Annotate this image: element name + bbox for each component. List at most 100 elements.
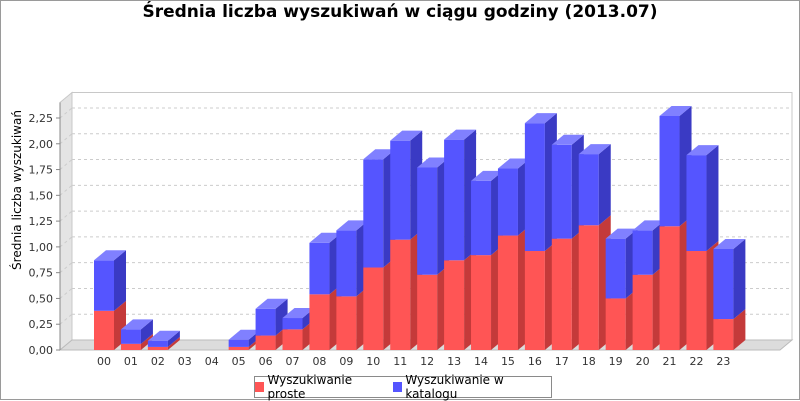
bar-catalog-20-top — [632, 220, 665, 231]
x-tick-label: 13 — [447, 355, 461, 368]
bar-catalog-16-front — [524, 123, 545, 252]
x-tick-label: 14 — [474, 355, 488, 368]
x-tick-label: 02 — [151, 355, 165, 368]
x-tick-label: 17 — [555, 355, 569, 368]
x-tick-label: 19 — [609, 355, 623, 368]
bar-catalog-00-front — [94, 260, 114, 311]
bar-catalog-15-top — [497, 158, 530, 169]
bar-catalog-01-top — [120, 319, 153, 330]
legend-item-catalog: Wyszukiwanie w katalogu — [392, 373, 551, 401]
bar-catalog-14-top — [471, 170, 504, 181]
grid-line-left — [59, 313, 73, 325]
bar-simple-02-side — [167, 336, 180, 350]
bar-catalog-17-top — [551, 134, 584, 145]
bar-simple-11-front — [390, 239, 411, 350]
bar-simple-01-front — [120, 343, 141, 350]
bar-catalog-19-top — [605, 228, 638, 239]
legend-swatch-simple — [255, 382, 265, 392]
bar-catalog-00-side — [114, 250, 126, 311]
grid-line-left — [59, 107, 73, 119]
x-tick-label: 03 — [178, 355, 192, 368]
bar-simple-05-front — [228, 346, 249, 350]
grid-line-left — [59, 133, 73, 145]
bar-catalog-08-top — [309, 232, 342, 243]
bar-simple-07-front — [282, 329, 303, 350]
bar-catalog-18-top — [578, 144, 611, 155]
x-tick-label: 22 — [689, 355, 703, 368]
bar-simple-18-front — [578, 225, 599, 350]
plot-left-wall — [59, 91, 73, 352]
bar-catalog-23-top — [713, 238, 746, 249]
bar-simple-23-side — [733, 309, 746, 350]
bar-catalog-18-front — [578, 154, 599, 226]
bar-catalog-02-front — [147, 340, 168, 347]
x-tick-label: 04 — [205, 355, 219, 368]
x-tick-label: 10 — [366, 355, 380, 368]
bar-catalog-13-front — [444, 139, 465, 261]
x-tick-label: 01 — [124, 355, 138, 368]
bar-simple-19-front — [605, 298, 626, 350]
bar-catalog-22-top — [686, 145, 719, 156]
y-tick-label: 1,25 — [29, 215, 54, 228]
y-tick-label: 2,25 — [29, 112, 54, 125]
bar-catalog-12-top — [417, 157, 450, 168]
y-tick-label: 2,00 — [29, 138, 54, 151]
x-tick-label: 12 — [420, 355, 434, 368]
bar-simple-13-front — [444, 260, 465, 350]
bar-catalog-02-side — [167, 330, 180, 347]
grid-line-left — [59, 262, 73, 274]
bar-catalog-11-front — [390, 140, 411, 240]
bar-simple-02-front — [147, 346, 168, 350]
bar-catalog-22-side — [706, 145, 719, 252]
bar-simple-00-front — [94, 310, 114, 350]
bar-catalog-08-front — [309, 242, 330, 295]
bar-catalog-23-side — [733, 238, 746, 320]
legend-swatch-catalog — [392, 382, 403, 392]
bar-catalog-10-front — [363, 159, 384, 268]
y-tick-label: 0,50 — [29, 292, 54, 305]
bar-simple-10-front — [363, 267, 384, 350]
bar-catalog-07-front — [282, 318, 303, 330]
bar-catalog-02-top — [147, 330, 180, 341]
legend: Wyszukiwanie proste Wyszukiwanie w katal… — [254, 373, 552, 401]
grid-line-left — [59, 210, 73, 222]
bar-simple-09-front — [336, 296, 357, 350]
x-tick-label: 11 — [393, 355, 407, 368]
bar-catalog-19-front — [605, 238, 626, 299]
bar-catalog-21-front — [659, 115, 680, 227]
bars — [94, 105, 746, 350]
bar-catalog-10-top — [363, 149, 396, 160]
x-tick-label: 06 — [259, 355, 273, 368]
chart-title: Średnia liczba wyszukiwań w ciągu godzin… — [142, 2, 658, 22]
bar-catalog-13-top — [444, 129, 477, 140]
bar-catalog-05-front — [228, 339, 249, 347]
bar-catalog-20-front — [632, 230, 653, 275]
bar-catalog-01-side — [140, 319, 153, 344]
x-tick-label: 16 — [528, 355, 542, 368]
bar-simple-21-front — [659, 226, 680, 350]
legend-item-simple: Wyszukiwanie proste — [255, 373, 387, 401]
bar-catalog-07-top — [282, 308, 315, 319]
bar-simple-20-front — [632, 274, 653, 350]
bar-catalog-22-front — [686, 155, 707, 252]
x-tick-label: 09 — [339, 355, 353, 368]
bar-simple-23-front — [713, 319, 734, 350]
bar-simple-15-front — [497, 235, 518, 350]
x-tick-label: 20 — [636, 355, 650, 368]
x-tick-label: 18 — [582, 355, 596, 368]
bar-catalog-17-front — [551, 144, 572, 239]
x-tick-label: 00 — [97, 355, 111, 368]
x-tick-label: 05 — [232, 355, 246, 368]
bar-catalog-09-top — [336, 220, 369, 231]
bar-catalog-18-side — [598, 144, 611, 226]
y-tick-label: 0,25 — [29, 318, 54, 331]
y-axis: 0,00 0,25 0,50 0,75 1,00 1,25 1,50 1,75 2,00 2,25 — [29, 102, 61, 357]
x-tick-label: 15 — [501, 355, 515, 368]
y-tick-label: 0,75 — [29, 267, 54, 280]
bar-catalog-06-front — [255, 308, 276, 336]
bar-catalog-23-front — [713, 248, 734, 320]
bar-catalog-14-front — [471, 180, 492, 256]
bar-simple-16-front — [524, 251, 545, 350]
x-axis: 00 01 02 03 04 05 06 07 08 09 10 11 12 13 14 15 16 17 18 19… — [97, 355, 730, 368]
bar-catalog-12-front — [417, 167, 438, 275]
